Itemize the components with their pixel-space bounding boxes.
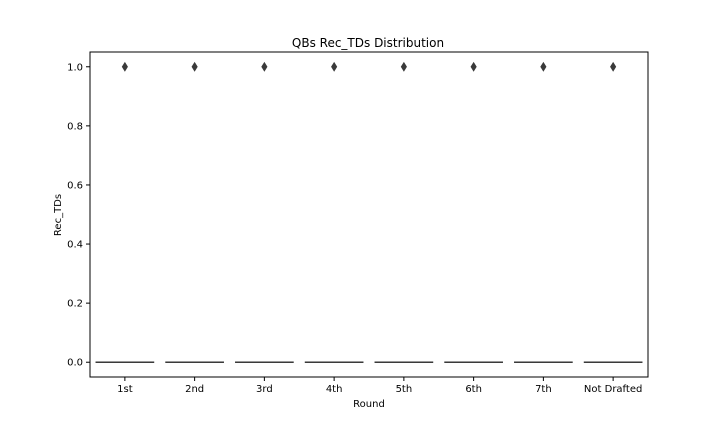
outlier-point — [400, 61, 407, 72]
x-tick-label: 3rd — [256, 384, 273, 395]
x-tick-label: 6th — [465, 384, 482, 395]
outlier-point — [191, 61, 198, 72]
outlier-point — [540, 61, 547, 72]
y-tick-label: 0.4 — [67, 240, 83, 251]
outlier-point — [121, 61, 128, 72]
x-tick-label: Not Drafted — [584, 384, 642, 395]
x-axis: 1st 2nd 3rd 4th 5th 6th 7th Not Drafted — [117, 377, 642, 395]
plot-frame — [89, 51, 649, 378]
plot-area — [95, 61, 643, 363]
y-tick-label: 0.0 — [67, 358, 83, 369]
outlier-point — [331, 61, 338, 72]
y-tick-label: 0.6 — [67, 180, 83, 191]
outlier-point — [610, 61, 617, 72]
x-tick-label: 1st — [117, 384, 133, 395]
x-axis-label: Round — [353, 399, 385, 410]
outlier-point — [261, 61, 268, 72]
y-axis: 0.0 0.2 0.4 0.6 0.8 1.0 — [67, 62, 90, 369]
chart-title: QBs Rec_TDs Distribution — [292, 36, 444, 50]
x-tick-label: 2nd — [185, 384, 204, 395]
x-tick-label: 4th — [326, 384, 343, 395]
x-tick-label: 5th — [396, 384, 413, 395]
x-tick-label: 7th — [535, 384, 552, 395]
y-tick-label: 1.0 — [67, 62, 83, 73]
y-axis-label: Rec_TDs — [53, 194, 64, 236]
y-tick-label: 0.8 — [67, 121, 83, 132]
y-tick-label: 0.2 — [67, 299, 83, 310]
outlier-point — [470, 61, 477, 72]
